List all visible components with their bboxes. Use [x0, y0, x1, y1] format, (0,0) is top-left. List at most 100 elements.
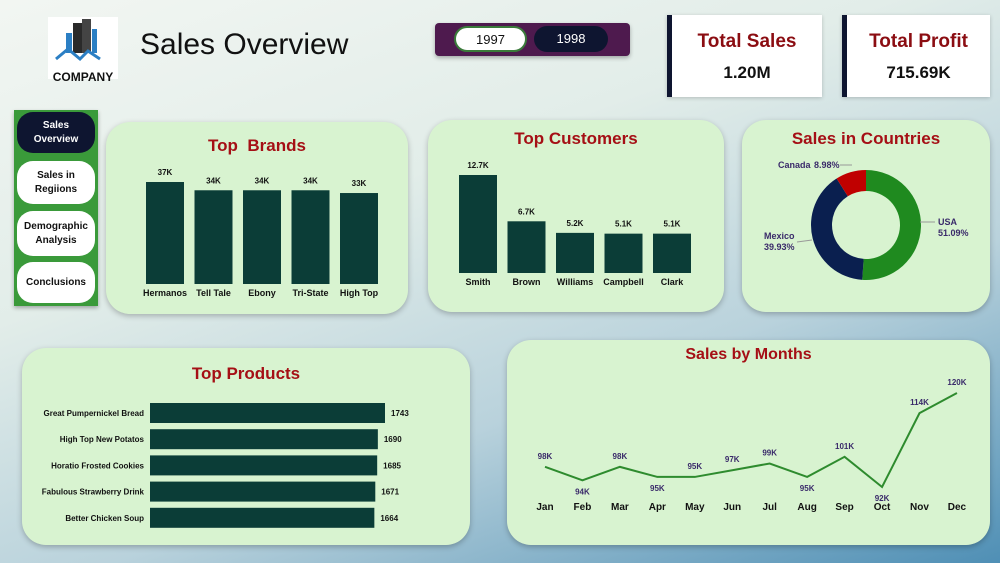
bar: [194, 190, 233, 284]
slice-label: Canada: [778, 160, 812, 170]
x-tick-label: Apr: [649, 502, 666, 513]
chart-title: Top Brands: [208, 136, 306, 155]
bar: [150, 429, 378, 450]
data-label: 95K: [800, 484, 815, 493]
bar: [150, 481, 376, 502]
year-option-1998[interactable]: 1998: [534, 26, 608, 52]
category-label: Brown: [513, 277, 541, 287]
slice-label: Mexico: [764, 231, 795, 241]
bar: [291, 190, 330, 284]
data-label: 92K: [875, 494, 890, 503]
data-label: 1685: [383, 461, 401, 470]
data-label: 98K: [613, 452, 628, 461]
top-brands-card: Top Brands 37K Hermanos 34K Tell Tale 34K Ebo…: [106, 122, 408, 314]
bar: [340, 193, 378, 284]
year-slicer: 1997 1998: [435, 23, 630, 56]
category-label: Tell Tale: [196, 288, 231, 298]
data-label: 98K: [538, 452, 553, 461]
data-label: 34K: [255, 176, 270, 185]
data-label: 97K: [725, 455, 740, 464]
data-label: 1743: [391, 409, 409, 418]
top-brands-chart: 37K Hermanos 34K Tell Tale 34K Ebony 34K Tri-St…: [143, 168, 379, 298]
donut-slice-mexico: [811, 178, 864, 280]
data-label: 34K: [303, 176, 318, 185]
category-label: High Top New Potatos: [60, 435, 145, 444]
sales-countries-card: Sales in Countries USA 51.09% Mexico 39.93%…: [742, 120, 990, 312]
data-label: 94K: [575, 487, 590, 496]
top-customers-chart: 12.7K Smith 6.7K Brown 5.2K Williams 5.1K Campb…: [459, 161, 691, 287]
chart-title: Top Products: [191, 364, 301, 383]
category-label: Hermanos: [143, 288, 187, 298]
chart-title: Sales in Countries: [791, 129, 941, 148]
data-label: 34K: [206, 176, 221, 185]
page-title: Sales Overview: [140, 28, 349, 61]
total-profit-card: Total Profit 715.69K: [842, 15, 990, 97]
top-products-card: Top Products Great Pumpernickel Bread 174…: [22, 348, 470, 545]
x-tick-label: Dec: [948, 502, 967, 513]
category-label: Smith: [465, 277, 490, 287]
x-tick-label: Jan: [536, 502, 553, 513]
chart-title: Sales by Months: [685, 346, 812, 363]
donut-slice-usa: [862, 170, 921, 280]
category-label: Fabulous Strawberry Drink: [42, 488, 145, 497]
slice-label: USA: [938, 217, 958, 227]
category-label: Clark: [661, 277, 685, 287]
sales-months-card: Sales by Months 98K Jan 94K Feb 98K Mar 95K Apr…: [507, 340, 990, 545]
bar: [459, 175, 497, 273]
nav-sales-overview[interactable]: Sales Overview: [17, 112, 95, 153]
company-logo: COMPANY: [48, 17, 118, 84]
x-tick-label: Sep: [835, 502, 853, 513]
data-label: 95K: [687, 462, 702, 471]
data-label: 5.1K: [615, 220, 632, 229]
data-label: 12.7K: [467, 161, 489, 170]
total-sales-card: Total Sales 1.20M: [667, 15, 822, 97]
top-products-chart: Great Pumpernickel Bread 1743 High Top New…: [42, 403, 409, 528]
leader-line: [796, 239, 813, 243]
data-label: 1690: [384, 435, 402, 444]
kpi-label: Total Sales: [697, 31, 797, 52]
x-tick-label: Jul: [762, 502, 777, 513]
bar: [243, 190, 281, 284]
category-label: Williams: [557, 277, 593, 287]
nav-demographic-analysis[interactable]: Demographic Analysis: [17, 211, 95, 256]
bar: [653, 233, 691, 273]
data-label: 120K: [947, 378, 966, 387]
data-label: 114K: [910, 398, 929, 407]
kpi-label: Total Profit: [869, 31, 968, 52]
bar: [556, 232, 594, 273]
kpi-value: 1.20M: [723, 63, 771, 82]
category-label: Tri-State: [292, 288, 328, 298]
category-label: High Top: [340, 288, 379, 298]
bar: [146, 182, 184, 284]
data-label: 6.7K: [518, 207, 535, 216]
category-label: Great Pumpernickel Bread: [44, 409, 145, 418]
slice-value: 51.09%: [938, 228, 969, 238]
slice-value: 8.98%: [814, 160, 840, 170]
x-tick-label: May: [685, 502, 705, 513]
sales-months-chart: 98K Jan 94K Feb 98K Mar 95K Apr 95K May 97K Jun 99K J…: [536, 378, 967, 513]
data-label: 99K: [762, 449, 777, 458]
chart-title: Top Customers: [514, 129, 638, 148]
data-label: 1664: [380, 514, 398, 523]
data-label: 1671: [381, 488, 399, 497]
data-label: 5.2K: [567, 219, 584, 228]
category-label: Ebony: [248, 288, 276, 298]
year-option-1997[interactable]: 1997: [454, 26, 527, 52]
logo-text: COMPANY: [52, 70, 114, 84]
nav-conclusions[interactable]: Conclusions: [17, 262, 95, 303]
sales-line: [544, 392, 958, 489]
category-label: Better Chicken Soup: [65, 514, 144, 523]
data-label: 5.1K: [664, 220, 681, 229]
x-tick-label: Feb: [574, 502, 592, 513]
data-label: 33K: [352, 179, 367, 188]
data-label: 37K: [158, 168, 173, 177]
bar: [150, 403, 385, 423]
x-tick-label: Mar: [611, 502, 629, 513]
top-customers-card: Top Customers 12.7K Smith 6.7K Brown 5.2K Wil…: [428, 120, 724, 312]
x-tick-label: Jun: [723, 502, 741, 513]
slice-value: 39.93%: [764, 242, 795, 252]
building-icon: [55, 19, 101, 62]
bar: [507, 221, 546, 273]
data-label: 101K: [835, 442, 854, 451]
nav-sales-in-regions[interactable]: Sales in Regiions: [17, 161, 95, 204]
